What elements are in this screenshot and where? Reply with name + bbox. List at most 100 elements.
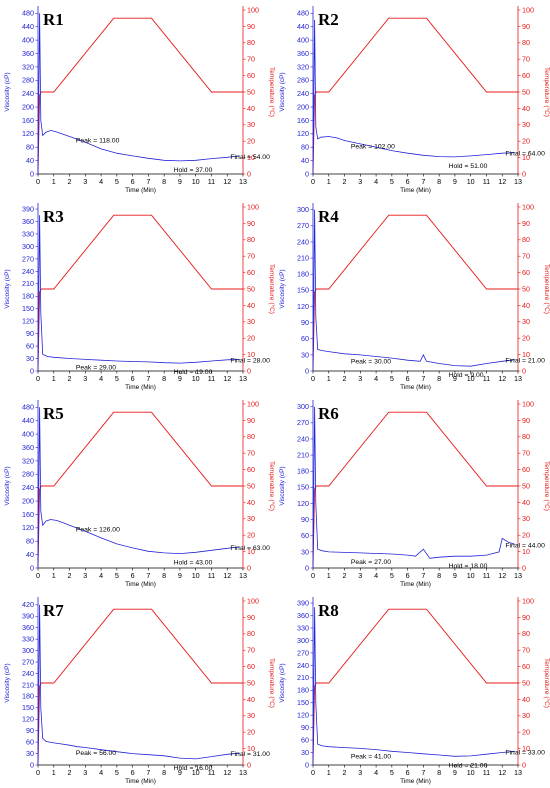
y2-tick-label: 50 <box>522 481 530 490</box>
peak-annotation: Peak = 27.00 <box>351 559 391 566</box>
x-tick-label: 13 <box>239 571 247 580</box>
y-tick-label: 330 <box>297 623 309 632</box>
x-tick-label: 13 <box>239 374 247 383</box>
x-tick-label: 5 <box>390 768 394 777</box>
y-tick-label: 120 <box>297 129 309 138</box>
y2-tick-label: 10 <box>247 547 255 556</box>
y-tick-label: 270 <box>297 221 309 230</box>
x-tick-label: 5 <box>390 571 394 580</box>
x-tick-label: 6 <box>131 374 135 383</box>
y2-tick-label: 40 <box>247 104 255 113</box>
y-tick-label: 240 <box>297 434 309 443</box>
x-tick-label: 6 <box>131 177 135 186</box>
y-tick-label: 180 <box>22 292 34 301</box>
y-tick-label: 0 <box>305 760 309 769</box>
y2-tick-label: 80 <box>522 235 530 244</box>
x-tick-label: 12 <box>223 374 231 383</box>
x-tick-label: 1 <box>327 374 331 383</box>
chart-panel-r2: 0 40 80 120 160 200 240 280 320 360 400 440 480 0 10 20… <box>275 0 550 197</box>
y-tick-label: 440 <box>297 22 309 31</box>
chart-svg: 0408012016020024028032036040044048001020… <box>4 5 275 194</box>
temperature-line <box>312 214 518 372</box>
chart-panel-r5: 0 40 80 120 160 200 240 280 320 360 400 440 480 0 10 20… <box>0 394 275 591</box>
viscosity-line <box>312 406 515 569</box>
y2-tick-label: 60 <box>522 465 530 474</box>
x-tick-label: 11 <box>208 177 215 186</box>
y-tick-label: 440 <box>22 416 34 425</box>
y-tick-label: 80 <box>26 537 34 546</box>
chart-panel-r8: 0 30 60 90 120 150 180 210 240 270 300 330 360 390 0 10… <box>275 591 550 788</box>
y-tick-label: 280 <box>22 470 34 479</box>
x-tick-label: 9 <box>178 374 182 383</box>
panel-label: R7 <box>43 601 64 620</box>
x-tick-label: 7 <box>421 571 425 580</box>
y-tick-label: 270 <box>22 657 34 666</box>
y-tick-label: 0 <box>30 760 34 769</box>
x-tick-label: 7 <box>146 768 150 777</box>
x-axis-label: Time (Min) <box>400 778 431 785</box>
y2-tick-label: 20 <box>247 531 255 540</box>
y2-tick-label: 50 <box>247 284 255 293</box>
peak-annotation: Peak = 102.00 <box>351 144 395 151</box>
y-tick-label: 60 <box>26 738 34 747</box>
chart-svg: 0306090120150180210240270300330360390010… <box>4 202 275 391</box>
x-tick-label: 4 <box>99 374 103 383</box>
chart-svg: 0408012016020024028032036040044048001020… <box>279 5 550 194</box>
y-tick-label: 320 <box>297 62 309 71</box>
y2-tick-label: 40 <box>247 695 255 704</box>
x-tick-label: 7 <box>421 374 425 383</box>
final-annotation: Final = 33.00 <box>505 749 545 756</box>
y-tick-label: 210 <box>297 673 309 682</box>
y2-tick-label: 40 <box>247 498 255 507</box>
x-tick-label: 3 <box>358 374 362 383</box>
y-tick-label: 360 <box>22 49 34 58</box>
y-tick-label: 80 <box>301 143 309 152</box>
y-tick-label: 210 <box>297 450 309 459</box>
y-tick-label: 360 <box>297 49 309 58</box>
x-tick-label: 9 <box>178 768 182 777</box>
x-tick-label: 10 <box>467 571 475 580</box>
y-tick-label: 300 <box>22 242 34 251</box>
x-tick-label: 10 <box>467 177 475 186</box>
x-tick-label: 11 <box>208 374 215 383</box>
y-tick-label: 210 <box>297 253 309 262</box>
y-tick-label: 90 <box>26 726 34 735</box>
y2-tick-label: 30 <box>522 317 530 326</box>
x-tick-label: 0 <box>311 571 315 580</box>
y2-tick-label: 60 <box>247 465 255 474</box>
y-axis-label: Viscosity (cP) <box>4 72 11 111</box>
y-tick-label: 210 <box>22 680 34 689</box>
x-tick-label: 3 <box>83 571 87 580</box>
peak-annotation: Peak = 30.00 <box>351 359 391 366</box>
x-tick-label: 9 <box>453 177 457 186</box>
y-tick-label: 360 <box>22 217 34 226</box>
y-tick-label: 210 <box>22 279 34 288</box>
y2-tick-label: 40 <box>522 104 530 113</box>
y2-axis-label: Temperature (°C) <box>543 264 550 314</box>
y-tick-label: 180 <box>297 467 309 476</box>
y-tick-label: 60 <box>26 341 34 350</box>
y-tick-label: 90 <box>301 318 309 327</box>
y-tick-label: 320 <box>22 456 34 465</box>
y-axis-label: Viscosity (cP) <box>4 466 11 505</box>
y2-tick-label: 70 <box>522 252 530 261</box>
x-tick-label: 10 <box>192 768 200 777</box>
y2-tick-label: 30 <box>522 120 530 129</box>
y2-tick-label: 50 <box>247 87 255 96</box>
y-tick-label: 120 <box>22 523 34 532</box>
panel-label: R2 <box>318 10 339 29</box>
y-tick-label: 400 <box>22 36 34 45</box>
y2-axis-label: Temperature (°C) <box>268 264 275 314</box>
hold-annotation: Hold = 21.00 <box>449 762 488 769</box>
y2-tick-label: 90 <box>522 416 530 425</box>
x-tick-label: 8 <box>162 768 166 777</box>
x-tick-label: 2 <box>343 571 347 580</box>
x-tick-label: 13 <box>514 177 522 186</box>
y-tick-label: 440 <box>22 22 34 31</box>
x-tick-label: 0 <box>36 571 40 580</box>
chart-panel-r6: 0 30 60 90 120 150 180 210 240 270 300 0 10 20 30 40 50 6… <box>275 394 550 591</box>
y-tick-label: 120 <box>297 302 309 311</box>
x-tick-label: 10 <box>192 571 200 580</box>
y2-tick-label: 70 <box>522 55 530 64</box>
